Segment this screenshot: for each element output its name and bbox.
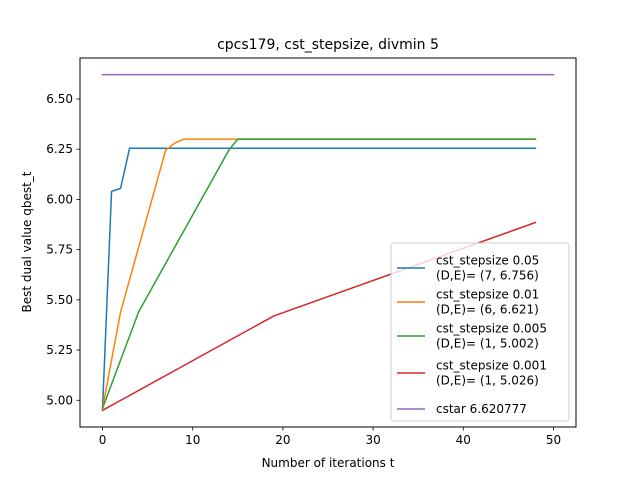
x-axis-label: Number of iterations t bbox=[262, 456, 395, 470]
legend-box bbox=[390, 242, 570, 422]
legend-label-2: cst_stepsize 0.005 bbox=[436, 322, 547, 336]
y-tick-label: 6.00 bbox=[46, 192, 73, 206]
legend-label-2: (D,E)= (1, 5.002) bbox=[436, 337, 539, 351]
legend-label-3: (D,E)= (1, 5.026) bbox=[436, 374, 539, 388]
y-tick-label: 5.25 bbox=[46, 343, 73, 357]
x-tick-label: 20 bbox=[275, 433, 290, 447]
y-tick-label: 6.50 bbox=[46, 92, 73, 106]
chart-title: cpcs179, cst_stepsize, divmin 5 bbox=[217, 37, 439, 53]
series-line-2 bbox=[101, 138, 537, 410]
x-tick-label: 40 bbox=[456, 433, 471, 447]
legend-label-4: cstar 6.620777 bbox=[436, 402, 527, 416]
y-tick-label: 5.50 bbox=[46, 293, 73, 307]
x-tick-label: 0 bbox=[99, 433, 107, 447]
y-axis-label: Best dual value qbest_t bbox=[20, 171, 34, 312]
y-tick-label: 5.75 bbox=[46, 243, 73, 257]
legend: cst_stepsize 0.05(D,E)= (7, 6.756) cst_st… bbox=[390, 242, 570, 422]
x-tick-label: 30 bbox=[365, 433, 380, 447]
series-line-0 bbox=[101, 147, 537, 410]
x-axis: 0 10 20 30 40 50 bbox=[99, 427, 561, 447]
legend-label-1: cst_stepsize 0.01 bbox=[436, 288, 539, 302]
legend-label-0: (D,E)= (7, 6.756) bbox=[436, 269, 539, 283]
legend-label-0: cst_stepsize 0.05 bbox=[436, 254, 539, 268]
y-tick-label: 6.25 bbox=[46, 142, 73, 156]
plot-frame bbox=[79, 57, 577, 428]
x-tick-label: 10 bbox=[185, 433, 200, 447]
x-tick-label: 50 bbox=[546, 433, 561, 447]
legend-label-1: (D,E)= (6, 6.621) bbox=[436, 303, 539, 317]
y-axis: 5.00 5.25 5.50 5.75 6.00 6.25 6.50 bbox=[46, 92, 80, 407]
legend-label-3: cst_stepsize 0.001 bbox=[436, 359, 547, 373]
y-tick-label: 5.00 bbox=[46, 393, 73, 407]
